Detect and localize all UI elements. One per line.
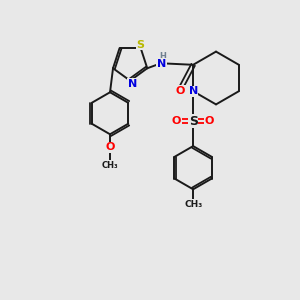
Text: CH₃: CH₃ [102,161,118,170]
Text: H: H [160,52,167,61]
Text: O: O [176,86,185,96]
Text: O: O [105,142,115,152]
Text: N: N [188,86,198,96]
Text: O: O [172,116,181,126]
Text: CH₃: CH₃ [184,200,202,209]
Text: S: S [137,40,145,50]
Text: O: O [205,116,214,126]
Text: N: N [128,79,137,89]
Text: N: N [157,59,166,69]
Text: S: S [189,115,198,128]
